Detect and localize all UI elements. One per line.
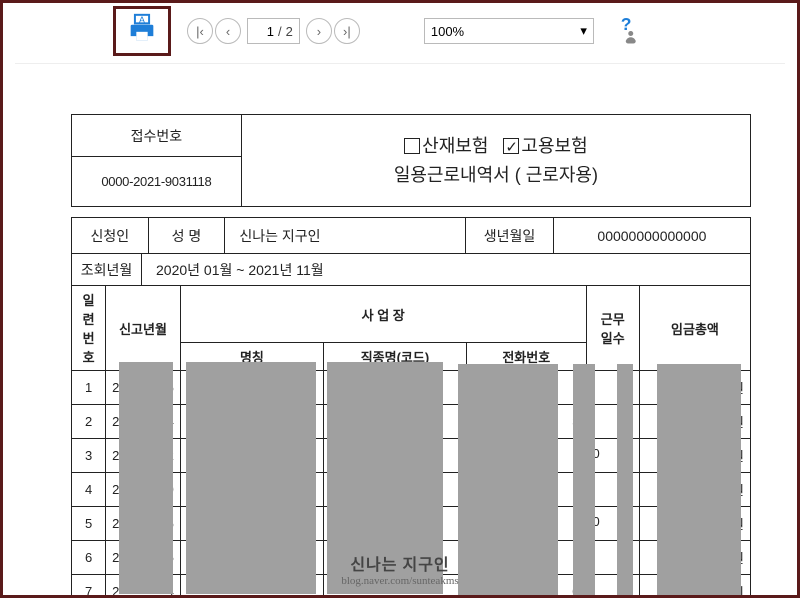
zoom-value: 100% <box>431 24 464 39</box>
viewer-toolbar: A |‹ ‹ / 2 › ›| 100% ▾ ? <box>3 3 797 59</box>
name-value: 신나는 지구인 <box>225 218 466 254</box>
period-label: 조회년월 <box>72 254 142 286</box>
col-ym: 신고년월 <box>106 286 181 371</box>
watermark: 신나는 지구인 blog.naver.com/sunteakms <box>15 551 785 587</box>
col-workplace: 사 업 장 <box>180 286 586 343</box>
page-sep: / <box>278 24 282 39</box>
svg-text:?: ? <box>621 16 632 34</box>
period-row: 조회년월 2020년 01월 ~ 2021년 11월 <box>71 253 751 286</box>
period-value: 2020년 01월 ~ 2021년 11월 <box>142 254 751 286</box>
first-page-button[interactable]: |‹ <box>187 18 213 44</box>
receipt-label: 접수번호 <box>72 115 242 157</box>
document-page: 접수번호 산재보험 고용보험 일용근로내역서 ( 근로자용) 0000-2021… <box>15 63 785 595</box>
birth-value: 00000000000000 <box>553 218 750 254</box>
zoom-select[interactable]: 100% ▾ <box>424 18 594 44</box>
applicant-row: 신청인 성 명 신나는 지구인 생년월일 00000000000000 <box>71 217 751 254</box>
svg-text:A: A <box>139 14 146 24</box>
next-page-button[interactable]: › <box>306 18 332 44</box>
chevron-down-icon: ▾ <box>580 23 587 39</box>
help-icon[interactable]: ? <box>612 16 642 46</box>
col-days: 근무 일수 <box>586 286 639 371</box>
page-indicator: / 2 <box>247 18 300 44</box>
page-total: 2 <box>286 24 293 39</box>
header-table: 접수번호 산재보험 고용보험 일용근로내역서 ( 근로자용) 0000-2021… <box>71 114 751 207</box>
last-page-button[interactable]: ›| <box>334 18 360 44</box>
checkbox-goyong <box>503 138 519 154</box>
page-current-input[interactable] <box>254 24 274 39</box>
print-button[interactable]: A <box>113 6 171 56</box>
applicant-label: 신청인 <box>72 218 149 254</box>
doc-title: 산재보험 고용보험 일용근로내역서 ( 근로자용) <box>241 115 750 207</box>
col-seq: 일련 번호 <box>72 286 106 371</box>
birth-label: 생년월일 <box>466 218 554 254</box>
receipt-number: 0000-2021-9031118 <box>72 157 242 207</box>
print-icon: A <box>125 12 159 51</box>
name-label: 성 명 <box>148 218 225 254</box>
prev-page-button[interactable]: ‹ <box>215 18 241 44</box>
col-wage: 임금총액 <box>639 286 750 371</box>
checkbox-sanje <box>404 138 420 154</box>
